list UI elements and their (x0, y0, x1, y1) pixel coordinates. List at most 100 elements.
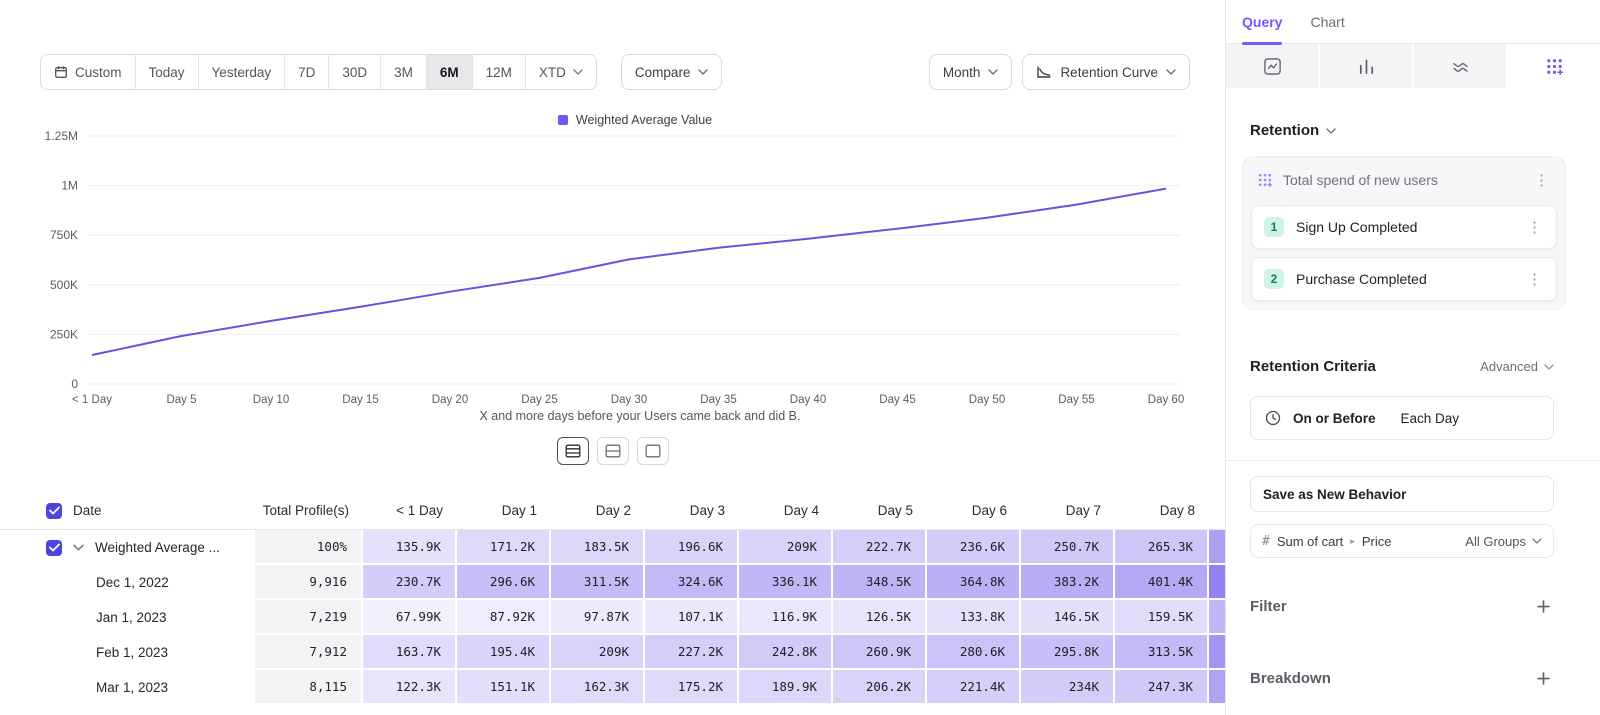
retention-value-cell: 209K (739, 530, 833, 565)
report-type-retention[interactable] (1508, 44, 1600, 88)
all-groups-dropdown[interactable]: All Groups (1465, 534, 1542, 549)
plus-icon (1536, 671, 1550, 685)
filter-section: Filter (1250, 592, 1554, 620)
filter-section-label: Filter (1250, 597, 1287, 615)
advanced-dropdown[interactable]: Advanced (1480, 359, 1554, 374)
retention-value-cell: 151.1K (457, 670, 551, 705)
behavior-steps: 1 Sign Up Completed ⋮ 2 Purchase Completed ⋮ (1251, 205, 1557, 301)
step-label: Sign Up Completed (1296, 219, 1418, 235)
full-view-button[interactable] (636, 437, 669, 465)
retention-value-cell: 107.1K (645, 600, 739, 635)
add-filter-button[interactable] (1532, 595, 1554, 617)
retention-value-cell: 260.9K (833, 635, 927, 670)
range-xtd[interactable]: XTD (524, 55, 596, 89)
checkbox[interactable] (46, 502, 62, 519)
x-tick-label: Day 60 (1148, 394, 1184, 406)
total-profiles-cell: 9,916 (255, 565, 363, 600)
retention-value-cell: 135.9K (363, 530, 457, 565)
chevron-down-icon (698, 69, 709, 75)
retention-criteria-header: Retention Criteria Advanced (1250, 358, 1554, 375)
retention-table: Date Total Profile(s) < 1 Day Day 1 Day 2 Day… (0, 492, 1225, 705)
clipped-column-cell (1209, 565, 1225, 600)
retention-section-label: Retention (1250, 122, 1320, 139)
date-column-header: Date (0, 502, 255, 519)
table-row: Mar 1, 2023 8,115 122.3K 151.1K 162.3K 175.2K… (0, 670, 1225, 705)
advanced-label: Advanced (1480, 359, 1538, 374)
range-label: 6M (439, 64, 459, 80)
legend-label: Weighted Average Value (575, 113, 713, 127)
plus-icon (1536, 599, 1550, 613)
retention-value-cell: 126.5K (833, 600, 927, 635)
save-as-new-behavior-button[interactable]: Save as New Behavior (1250, 476, 1554, 512)
retention-value-cell: 311.5K (551, 565, 645, 600)
retention-criteria-control[interactable]: On or Before Each Day (1250, 396, 1554, 440)
toolbar-right: Month Retention Curve (928, 54, 1190, 90)
compare-button[interactable]: Compare (620, 54, 723, 90)
range-label: XTD (538, 64, 566, 80)
summary-row-label-cell: Weighted Average ... (0, 530, 255, 565)
behavior-menu-button[interactable]: ⋮ (1534, 171, 1549, 189)
x-tick-label: Day 50 (969, 394, 1005, 406)
retention-value-cell: 250.7K (1021, 530, 1115, 565)
retention-section-toggle[interactable]: Retention (1250, 122, 1336, 139)
row-label: Mar 1, 2023 (96, 680, 169, 695)
compare-label: Compare (634, 64, 691, 80)
chart-type-button[interactable]: Retention Curve (1022, 54, 1190, 90)
measure-row[interactable]: # Sum of cart ▸ Price All Groups (1250, 524, 1554, 558)
column-header: Day 7 (1065, 503, 1101, 518)
sidebar-tabs: Query Chart (1226, 0, 1600, 45)
clipped-column-cell (1209, 670, 1225, 705)
range-3m[interactable]: 3M (380, 55, 426, 89)
report-type-flows[interactable] (1414, 44, 1506, 88)
range-yesterday[interactable]: Yesterday (197, 55, 285, 89)
range-30d[interactable]: 30D (328, 55, 381, 89)
behavior-step[interactable]: 1 Sign Up Completed ⋮ (1251, 205, 1557, 249)
chevron-down-icon (1326, 127, 1336, 134)
split-view-button[interactable] (596, 437, 629, 465)
table-rows-view-button[interactable] (556, 437, 589, 465)
step-menu-button[interactable]: ⋮ (1527, 218, 1542, 236)
retention-value-cell: 209K (551, 635, 645, 670)
add-breakdown-button[interactable] (1532, 667, 1554, 689)
step-label: Purchase Completed (1296, 271, 1427, 287)
column-header: Day 2 (595, 503, 631, 518)
criteria-frequency-select[interactable]: Each Day (1400, 410, 1460, 426)
calendar-icon (55, 66, 67, 78)
range-6m[interactable]: 6M (425, 55, 472, 89)
column-header: Day 8 (1159, 503, 1195, 518)
tab-chart[interactable]: Chart (1310, 13, 1345, 30)
expand-chevron-icon[interactable] (73, 544, 84, 551)
retention-value-cell: 265.3K (1115, 530, 1209, 565)
x-tick-label: Day 15 (342, 394, 378, 406)
granularity-button[interactable]: Month (928, 54, 1013, 90)
tab-query[interactable]: Query (1242, 0, 1283, 45)
range-custom[interactable]: Custom (41, 55, 135, 89)
retention-value-cell: 364.8K (927, 565, 1021, 600)
range-12m[interactable]: 12M (471, 55, 525, 89)
clipped-column-cell (1209, 600, 1225, 635)
table-row: Weighted Average ... 100% 135.9K 171.2K 183.… (0, 530, 1225, 565)
retention-value-cell: 313.5K (1115, 635, 1209, 670)
report-type-insights[interactable] (1226, 44, 1318, 88)
path-caret-icon: ▸ (1350, 535, 1355, 546)
behavior-step[interactable]: 2 Purchase Completed ⋮ (1251, 257, 1557, 301)
retention-curve-icon (1037, 66, 1051, 78)
x-tick-label: Day 40 (790, 394, 826, 406)
retention-chart: 0 250K 500K 750K 1M 1.25M < 1 Day Day 5 Day 10 Da… (45, 129, 1185, 406)
retention-value-cell: 116.9K (739, 600, 833, 635)
checkbox[interactable] (46, 539, 62, 556)
step-menu-button[interactable]: ⋮ (1527, 270, 1542, 288)
check-icon (48, 543, 60, 552)
criteria-when-select[interactable]: On or Before (1293, 410, 1376, 426)
range-today[interactable]: Today (134, 55, 198, 89)
date-header-label: Date (73, 503, 102, 518)
all-groups-label: All Groups (1465, 533, 1526, 549)
retention-icon (1546, 58, 1563, 75)
breakdown-section-label: Breakdown (1250, 669, 1331, 687)
report-type-tiles (1226, 44, 1600, 88)
row-label: Dec 1, 2022 (96, 575, 169, 590)
range-7d[interactable]: 7D (284, 55, 329, 89)
x-tick-label: Day 10 (253, 394, 289, 406)
report-type-funnels[interactable] (1320, 44, 1412, 88)
